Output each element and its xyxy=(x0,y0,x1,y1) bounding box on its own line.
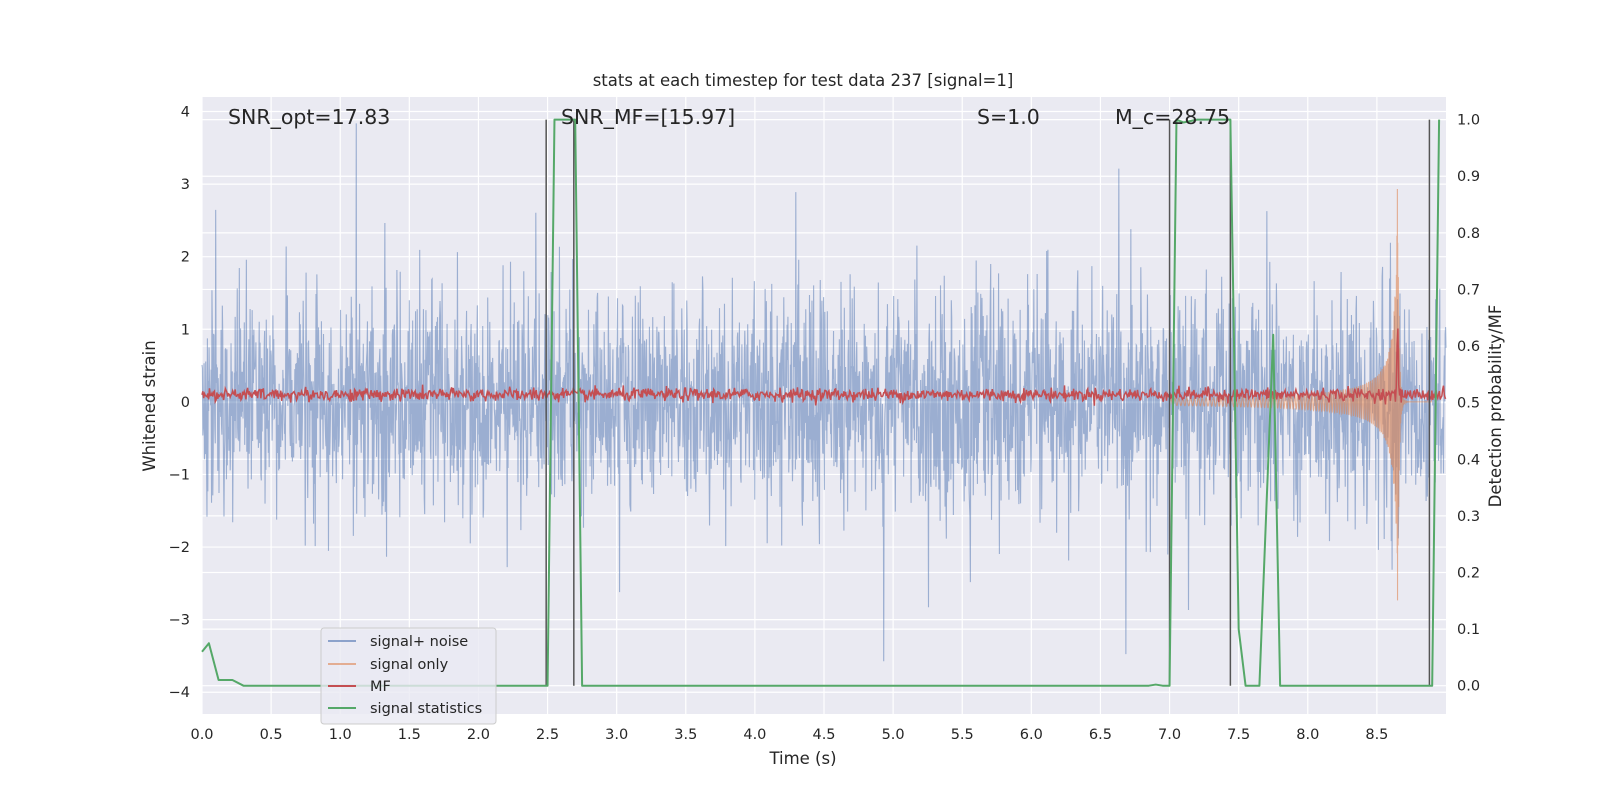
chart-title: stats at each timestep for test data 237… xyxy=(593,71,1014,90)
x-tick-label: 3.0 xyxy=(605,727,628,743)
legend-label: signal only xyxy=(370,657,449,673)
x-tick-label: 8.5 xyxy=(1365,727,1388,743)
noise-series xyxy=(201,123,1447,662)
y-tick-label: 1 xyxy=(181,322,190,338)
legend-item-signal-statistics: signal statistics xyxy=(328,701,482,717)
y-tick-label: 3 xyxy=(181,177,190,193)
legend-label: signal statistics xyxy=(370,701,482,717)
y2-tick-label: 0.3 xyxy=(1457,509,1480,525)
y-tick-label: 4 xyxy=(181,105,190,121)
y-tick-label: −4 xyxy=(169,685,190,701)
x-tick-label: 2.0 xyxy=(467,727,490,743)
legend-label: signal+ noise xyxy=(370,634,468,650)
legend-item-mf: MF xyxy=(328,679,391,695)
annotation-mc: M_c=28.75 xyxy=(1115,105,1230,130)
y-tick-label: 2 xyxy=(181,250,190,266)
y-tick-label: 0 xyxy=(181,395,190,411)
x-tick-label: 5.0 xyxy=(882,727,905,743)
y-tick-label: −1 xyxy=(169,467,190,483)
y2-tick-label: 0.8 xyxy=(1457,226,1480,242)
annotations: SNR_opt=17.83 SNR_MF=[15.97] S=1.0 M_c=2… xyxy=(228,105,1230,130)
y2-tick-label: 0.9 xyxy=(1457,169,1480,185)
legend-label: MF xyxy=(370,679,391,695)
x-tick-label: 6.5 xyxy=(1089,727,1112,743)
y2-tick-label: 1.0 xyxy=(1457,113,1480,129)
x-tick-label: 7.0 xyxy=(1158,727,1181,743)
mf-series xyxy=(201,328,1447,406)
y2-tick-label: 0.7 xyxy=(1457,282,1480,298)
annotation-s: S=1.0 xyxy=(977,105,1040,129)
vertical-markers xyxy=(545,119,1431,686)
x-tick-label: 8.0 xyxy=(1296,727,1319,743)
legend-item-signal-only: signal only xyxy=(328,657,449,673)
x-tick-label: 2.5 xyxy=(536,727,559,743)
x-axis-label: Time (s) xyxy=(768,749,836,768)
x-tick-label: 0.0 xyxy=(190,727,213,743)
x-tick-label: 6.0 xyxy=(1020,727,1043,743)
x-tick-label: 4.0 xyxy=(743,727,766,743)
y-tick-label: −3 xyxy=(169,613,190,629)
y2-axis-label: Detection probability/MF xyxy=(1486,305,1505,508)
legend: signal+ noise signal only MF signal stat… xyxy=(320,627,497,725)
mf-line xyxy=(201,328,1447,406)
signal-noise-line xyxy=(201,123,1447,662)
y2-ticks: 0.0 0.1 0.2 0.3 0.4 0.5 0.6 0.7 0.8 0.9 1.0 xyxy=(1457,113,1480,695)
x-tick-label: 3.5 xyxy=(674,727,697,743)
x-tick-label: 5.5 xyxy=(951,727,974,743)
legend-box xyxy=(320,627,497,725)
x-tick-label: 7.5 xyxy=(1227,727,1250,743)
x-ticks: 0.0 0.5 1.0 1.5 2.0 2.5 3.0 3.5 4.0 4.5 5.0 5.5 6.0 6… xyxy=(190,727,1388,743)
annotation-snr-mf: SNR_MF=[15.97] xyxy=(561,105,735,130)
y2-tick-label: 0.4 xyxy=(1457,452,1480,468)
x-tick-label: 4.5 xyxy=(812,727,835,743)
legend-item-signal-noise: signal+ noise xyxy=(328,634,468,650)
y2-tick-label: 0.0 xyxy=(1457,679,1480,695)
y-tick-label: −2 xyxy=(169,540,190,556)
y-axis-label: Whitened strain xyxy=(140,340,159,471)
y2-tick-label: 0.6 xyxy=(1457,339,1480,355)
x-tick-label: 0.5 xyxy=(260,727,283,743)
x-tick-label: 1.0 xyxy=(329,727,352,743)
y2-tick-label: 0.5 xyxy=(1457,396,1480,412)
y2-tick-label: 0.1 xyxy=(1457,622,1480,638)
y-ticks: −4 −3 −2 −1 0 1 2 3 4 xyxy=(169,105,190,702)
x-tick-label: 1.5 xyxy=(398,727,421,743)
y2-tick-label: 0.2 xyxy=(1457,565,1480,581)
annotation-snr-opt: SNR_opt=17.83 xyxy=(228,105,390,130)
